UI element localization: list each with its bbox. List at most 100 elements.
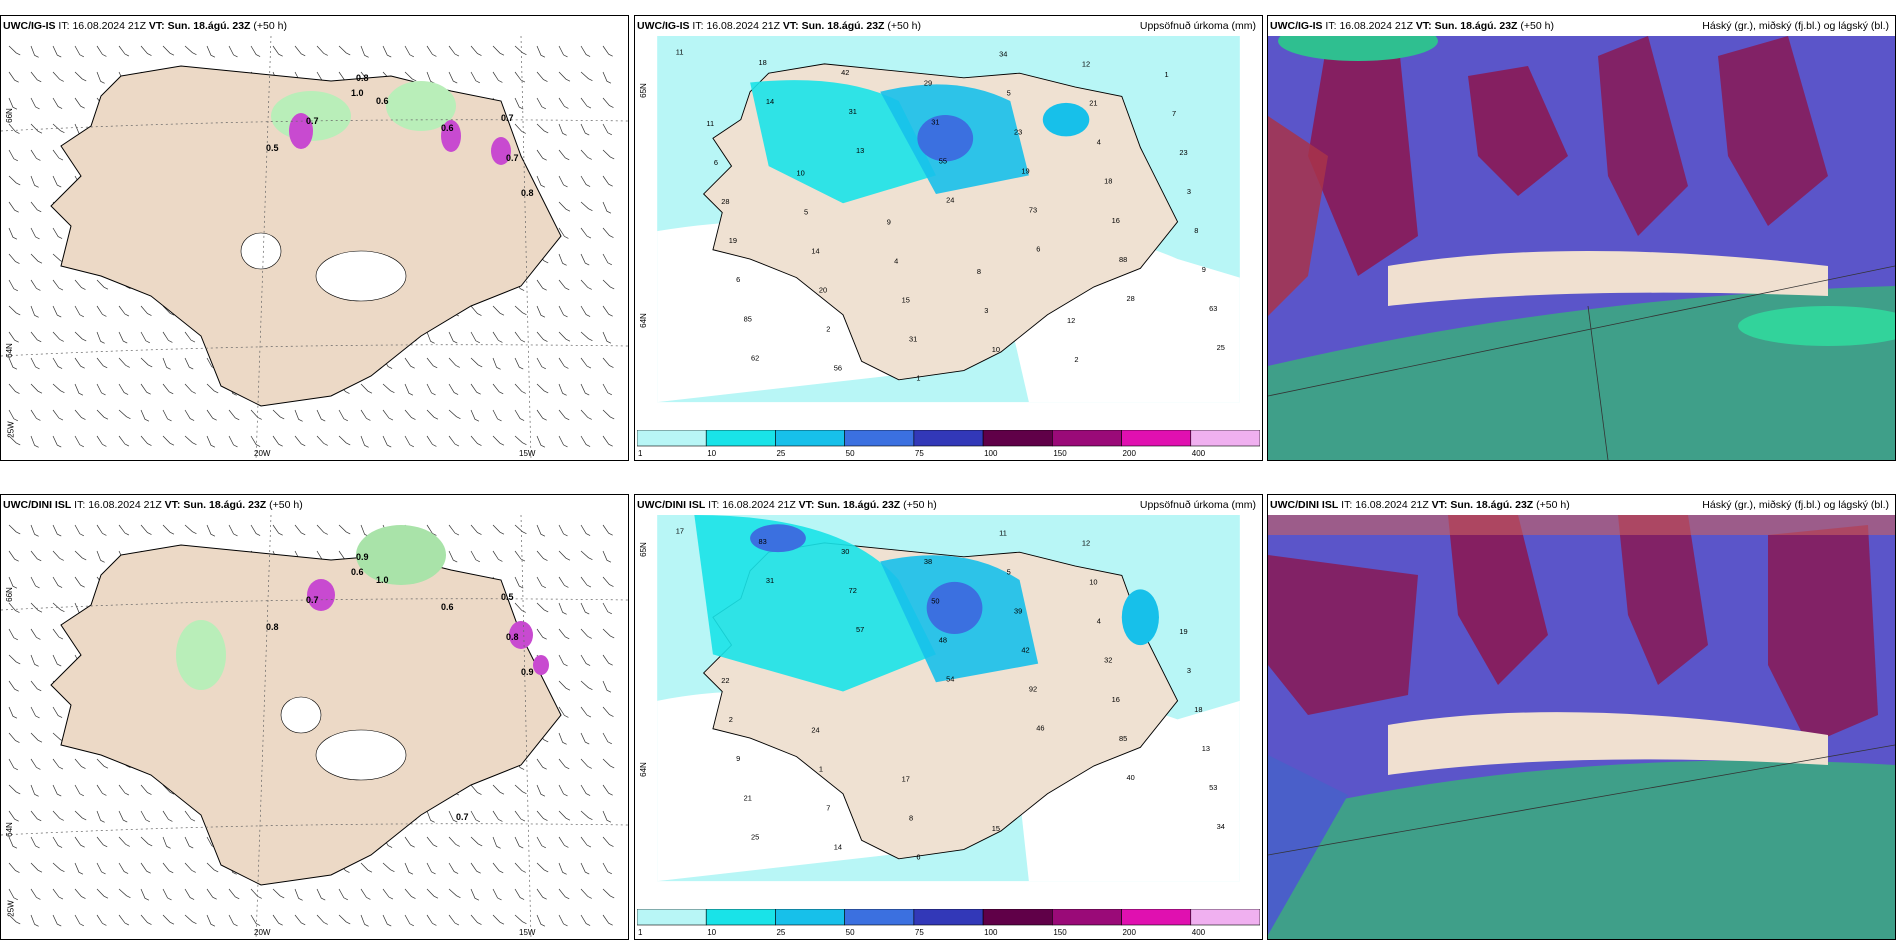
wind-barb [184, 836, 194, 849]
precip-amount: 12 [1082, 539, 1090, 548]
panel-header: UWC/DINI ISL IT: 16.08.2024 21Z VT: Sun.… [1270, 499, 1570, 511]
precip-amount: 5 [804, 207, 808, 216]
wind-map: 0.8 1.0 0.6 0.7 0.5 0.6 0.7 0.7 0.8 [1, 36, 628, 460]
panel-dini-wind: UWC/DINI ISL IT: 16.08.2024 21Z VT: Sun.… [0, 494, 629, 940]
wind-barb [74, 888, 86, 899]
precip-amount: 31 [849, 107, 857, 116]
wind-barb [30, 409, 41, 421]
wind-barb [602, 888, 615, 899]
wind-barb [514, 524, 527, 535]
wind-barb [8, 331, 19, 343]
wind-barb [206, 888, 217, 900]
precip-amount: 10 [992, 345, 1000, 354]
precip-value: 0.7 [306, 116, 319, 126]
wind-barb [250, 524, 261, 536]
colorbar-tick: 150 [1053, 449, 1067, 458]
wind-barb [294, 45, 306, 57]
wind-barb [426, 914, 437, 926]
precip-value: 0.9 [521, 667, 534, 677]
wind-barb [470, 888, 480, 901]
precip-amount: 8 [1194, 226, 1198, 235]
wind-barb [536, 175, 546, 188]
colorbar-tick: 100 [984, 928, 998, 937]
precip-amount: 62 [751, 353, 759, 362]
precip-amount: 28 [721, 197, 729, 206]
precip-amount: 15 [992, 824, 1000, 833]
wind-barb [536, 810, 548, 821]
wind-barb [118, 409, 131, 420]
wind-barb [74, 305, 84, 318]
precip-amount: 34 [1217, 822, 1225, 831]
wind-barb [184, 888, 195, 900]
precip-amount: 7 [1172, 109, 1176, 118]
wind-barb [536, 435, 546, 448]
wind-barb [52, 175, 62, 188]
wind-barb [74, 576, 85, 588]
wind-barb [338, 888, 348, 901]
wind-barb [448, 71, 458, 84]
wind-barb [360, 45, 369, 58]
wind-barb [30, 175, 39, 188]
wind-barb [470, 435, 482, 446]
precip-amount: 18 [1104, 177, 1112, 186]
wind-barb [360, 435, 369, 448]
wind-barb [492, 784, 505, 795]
wind-barb [52, 71, 64, 82]
precip-amount: 10 [797, 168, 805, 177]
precip-amount: 19 [1179, 627, 1187, 636]
wind-barb [382, 435, 392, 448]
wind-barb [448, 862, 459, 874]
wind-barb [74, 435, 84, 448]
panel-ig-cloud: UWC/IG-IS IT: 16.08.2024 21Z VT: Sun. 18… [1267, 15, 1896, 461]
precip-amount: 19 [1021, 167, 1029, 176]
precip-amount: 31 [909, 335, 917, 344]
wind-barb [162, 810, 173, 822]
wind-barb [74, 862, 84, 875]
wind-barb [602, 732, 612, 745]
wind-barb [558, 550, 571, 561]
colorbar-tick: 150 [1053, 928, 1067, 937]
colorbar-swatch [1190, 430, 1260, 447]
wind-barb [8, 201, 19, 213]
precip-amount: 21 [744, 793, 752, 802]
wind-barb [514, 914, 527, 925]
precip-value: 0.7 [306, 595, 319, 605]
wind-barb [30, 149, 41, 161]
precip-map: 1114132462825183155738863624231191698556… [657, 36, 1240, 403]
wind-barb [228, 409, 240, 421]
wind-barb [602, 435, 613, 447]
wind-barb [8, 550, 19, 562]
wind-barb [184, 914, 197, 925]
wind-barb [492, 914, 505, 925]
precip-amount: 6 [714, 158, 718, 167]
panel-dini-cloud: UWC/DINI ISL IT: 16.08.2024 21Z VT: Sun.… [1267, 494, 1896, 940]
colorbar-swatch [637, 909, 707, 926]
wind-barb [492, 45, 505, 56]
wind-barb [30, 45, 39, 58]
wind-barb [580, 305, 591, 317]
wind-barb [74, 383, 84, 396]
wind-barb [52, 357, 63, 369]
wind-barb [294, 888, 303, 901]
wind-barb [448, 524, 460, 536]
wind-barb [8, 862, 20, 873]
colorbar-tick: 100 [984, 449, 998, 458]
wind-barb [96, 435, 107, 447]
precip-amount: 8 [977, 267, 981, 276]
precip-amount: 50 [931, 596, 939, 605]
wind-barb [536, 914, 546, 927]
wind-barb [74, 758, 86, 769]
wind-barb [514, 45, 527, 56]
wind-barb [558, 253, 567, 266]
wind-barb [448, 45, 460, 57]
wind-barb [250, 914, 261, 926]
wind-barb [558, 732, 567, 745]
wind-barb [206, 45, 216, 58]
wind-barb [294, 914, 306, 926]
wind-barb [140, 409, 150, 422]
wind-barb [8, 524, 21, 535]
wind-barb [118, 305, 130, 317]
wind-barb [162, 45, 175, 56]
wind-barb [404, 862, 414, 875]
wind-barb [602, 331, 612, 344]
